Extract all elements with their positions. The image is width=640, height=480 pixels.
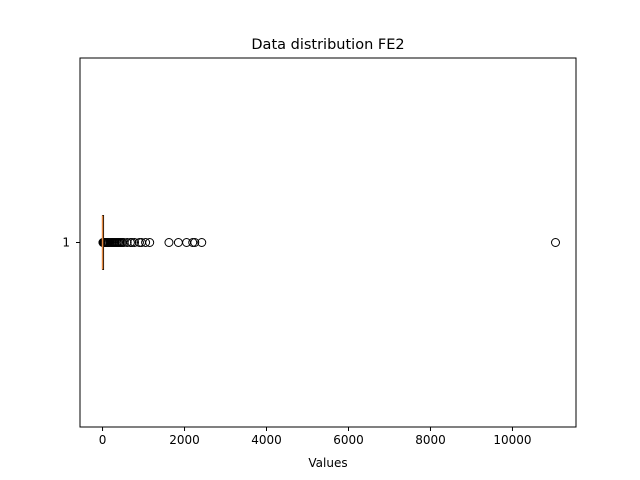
x-axis-label: Values: [308, 456, 347, 470]
outlier-point: [145, 238, 155, 247]
x-tick-label: 6000: [333, 433, 364, 447]
plot-area: [98, 215, 561, 270]
outlier-point: [141, 238, 151, 247]
chart-title: Data distribution FE2: [251, 37, 404, 53]
x-tick-label: 0: [99, 433, 107, 447]
outlier-point: [190, 238, 200, 247]
x-tick-label: 4000: [251, 433, 282, 447]
x-tick-label: 8000: [415, 433, 446, 447]
boxplot-series: [98, 215, 561, 270]
x-axis: 0 2000 4000 6000 8000 10000: [99, 427, 532, 447]
y-axis: 1: [62, 236, 80, 250]
x-tick-label: 10000: [493, 433, 531, 447]
outlier-point: [551, 238, 561, 247]
outlier-point: [164, 238, 174, 247]
outlier-point: [130, 238, 140, 247]
y-tick-label: 1: [62, 236, 70, 250]
x-tick-label: 2000: [169, 433, 200, 447]
outlier-point: [197, 238, 207, 247]
outlier-point: [122, 238, 132, 247]
outlier-point: [127, 238, 137, 247]
